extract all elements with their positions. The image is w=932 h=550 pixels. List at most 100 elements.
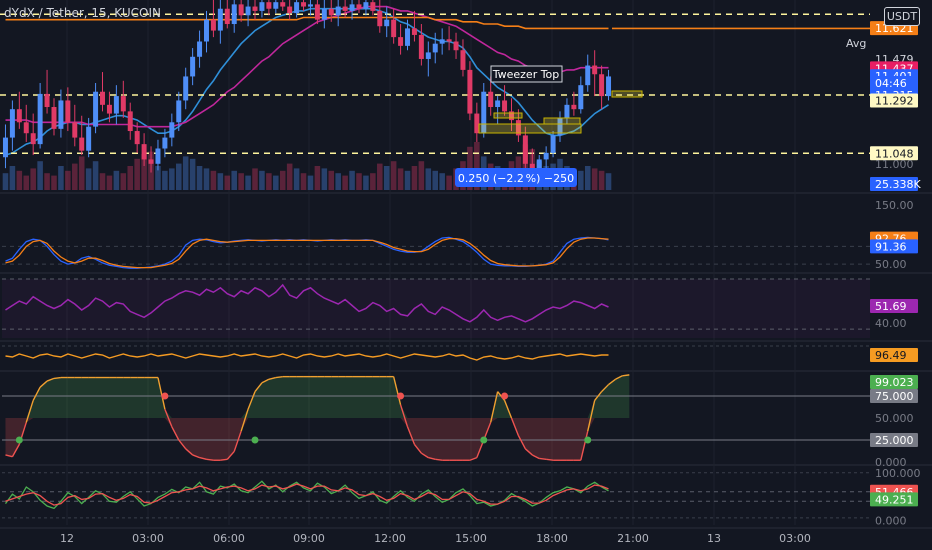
volume-bar: [9, 166, 16, 190]
candle-body: [405, 28, 411, 46]
price-tag-box: [870, 348, 918, 363]
price-tag-label: 25.000: [875, 434, 914, 447]
price-tag-label: 04:46: [875, 77, 907, 90]
cycle-line-segment: [226, 450, 235, 460]
volume-bar: [106, 175, 113, 190]
cycle-signal-dot: [15, 436, 23, 444]
candle-body: [30, 133, 36, 145]
cycle-line-segment: [587, 400, 596, 432]
candle-body: [578, 85, 584, 110]
candle-body: [418, 34, 424, 59]
candle-body: [183, 76, 189, 101]
volume-bar: [37, 161, 43, 190]
candle-body: [16, 109, 22, 123]
price-tag-label: 75.000: [875, 390, 914, 403]
volume-bar: [16, 170, 23, 190]
cycle-signal-dot: [161, 392, 169, 400]
candle-body: [58, 100, 64, 129]
candle-body: [86, 126, 92, 151]
price-tag-label: 51.69: [875, 300, 907, 313]
symbol-title[interactable]: dYdX / Tether, 15, KUCOIN: [4, 6, 161, 20]
volume-bar: [203, 168, 210, 190]
candle-body: [557, 117, 563, 136]
cycle-line-segment: [185, 448, 194, 456]
candle-body: [9, 109, 15, 138]
pattern-label: Tweezer Top: [492, 68, 560, 81]
candle-body: [363, 2, 369, 9]
cycle-line-segment: [435, 458, 443, 461]
time-axis-label: 21:00: [617, 532, 649, 545]
volume-bar: [99, 173, 106, 190]
time-axis-label: 18:00: [536, 532, 568, 545]
candle-body: [592, 65, 598, 75]
cycle-line-segment: [539, 457, 547, 461]
candle-body: [72, 122, 78, 138]
candle-body: [280, 2, 286, 7]
candle-body: [245, 6, 251, 16]
measure-label-box: [455, 168, 577, 187]
volume-bar: [342, 175, 348, 190]
volume-bar: [293, 168, 300, 190]
price-tag-box: [870, 433, 918, 447]
candle-body: [190, 56, 196, 77]
candle-body: [508, 111, 514, 121]
cycle-line-segment: [178, 439, 187, 450]
volume-bar: [120, 173, 127, 190]
cycle-line-segment: [53, 376, 62, 380]
candle-body: [2, 137, 8, 158]
volume-bar: [363, 175, 369, 190]
cycle-line-segment: [275, 375, 283, 379]
volume-bar: [134, 158, 140, 190]
oscillator-line: [5, 483, 609, 506]
candle-body: [481, 91, 487, 134]
candle-body: [550, 135, 556, 153]
candle-body: [176, 100, 182, 123]
rsi-band: [2, 278, 870, 338]
price-tag-box: [870, 239, 918, 254]
volume-bar: [383, 166, 390, 190]
volume-bar: [113, 170, 120, 190]
zone-box: [493, 112, 523, 119]
price-tag-label: 91.36: [875, 240, 907, 253]
candle-body: [44, 93, 50, 108]
cycle-line-segment: [594, 391, 603, 401]
time-axis-label: 12: [60, 532, 74, 545]
volume-bar: [72, 163, 78, 190]
currency-button[interactable]: USDT: [884, 7, 920, 26]
price-tag-box: [870, 75, 918, 90]
candle-body: [321, 8, 327, 20]
candle-body: [411, 28, 417, 35]
candle-body: [37, 93, 43, 145]
price-tag-box: [870, 375, 918, 389]
candle-body: [488, 91, 494, 108]
rsi-line: [5, 283, 609, 323]
volume-bar: [404, 170, 411, 190]
candle-body: [238, 4, 244, 16]
candle-body: [141, 144, 147, 160]
candle-body: [529, 163, 535, 171]
volume-bar: [605, 173, 612, 190]
volume-bar: [127, 166, 134, 190]
cycle-line-segment: [622, 374, 630, 377]
time-axis-label: 03:00: [779, 532, 811, 545]
moving-average-line: [5, 7, 609, 156]
candle-body: [398, 37, 404, 46]
volume-bar: [141, 154, 147, 190]
volume-bar: [584, 166, 591, 190]
candle-body: [599, 74, 605, 97]
candle-body: [93, 91, 99, 127]
volume-bar: [578, 170, 584, 190]
volume-bar: [335, 173, 341, 190]
volume-bar: [300, 173, 307, 190]
time-axis-label: 06:00: [213, 532, 245, 545]
candle-body: [474, 113, 480, 134]
cycle-line-segment: [247, 391, 256, 410]
cycle-line-segment: [46, 377, 55, 382]
cycle-line-segment: [254, 382, 263, 393]
cycle-line-segment: [517, 435, 526, 450]
cycle-line-segment: [531, 454, 540, 460]
stochastic-pane: [2, 236, 870, 269]
cycle-line-segment: [399, 404, 409, 428]
axis-tick-label: 0.000: [875, 514, 907, 527]
